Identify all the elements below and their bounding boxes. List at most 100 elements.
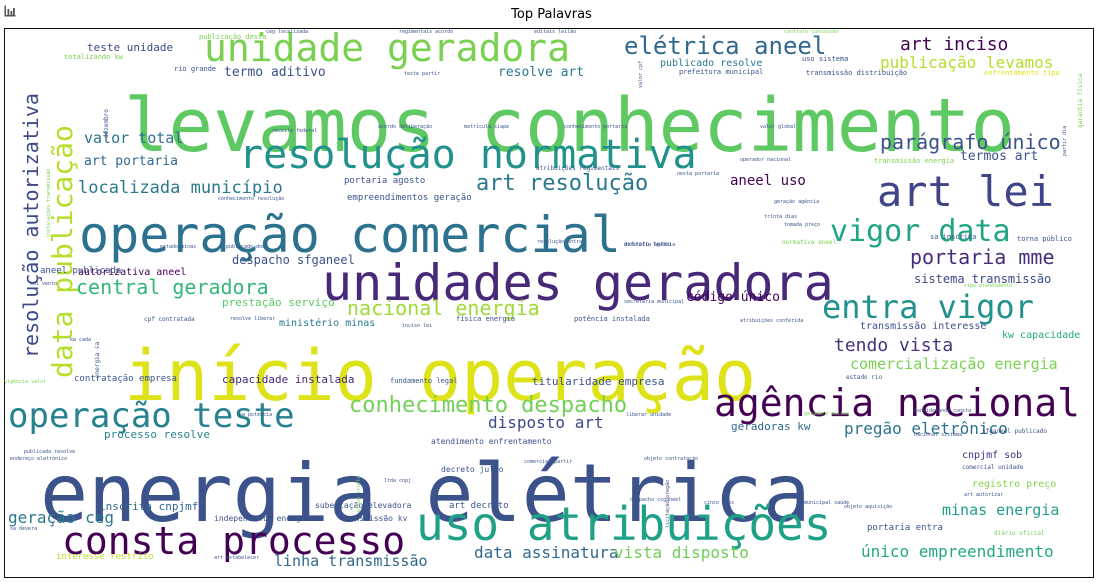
word-84: comercial unidade — [962, 464, 1024, 471]
word-28: comercialização energia — [850, 355, 1058, 373]
word-110: objeto contratação — [644, 456, 698, 462]
word-39: resolve art — [498, 65, 584, 80]
word-16: conhecimento despacho — [349, 393, 627, 418]
word-46: titularidade empresa — [532, 375, 664, 388]
word-50: prestação serviço — [222, 296, 335, 309]
word-52: teste unidade — [87, 41, 173, 54]
word-51: ministério minas — [279, 317, 375, 329]
word-69: atendimento enfrentamento — [431, 437, 552, 446]
word-75: rio grande — [174, 65, 216, 73]
word-73: transmissão distribuição — [806, 69, 907, 77]
wordcloud: levamos conhecimento energia elétrica iníc… — [4, 28, 1084, 570]
word-27: pregão eletrônico — [844, 419, 1008, 438]
word-119: trinta dias — [764, 214, 797, 220]
word-129: secretaria municipal — [624, 299, 684, 305]
chart-title: Top Palavras — [511, 7, 592, 22]
word-76: totalizando kw — [64, 53, 124, 61]
word-30: data assinatura — [474, 543, 619, 562]
word-40: art portaria — [84, 154, 178, 169]
word-2: início operação — [124, 335, 756, 417]
word-29: geração ceg — [8, 508, 114, 527]
word-17: resolução autorizativa — [19, 93, 43, 358]
word-15: elétrica aneel — [624, 32, 826, 60]
word-104: editais leilão — [534, 29, 576, 35]
bar-chart-icon[interactable] — [4, 5, 16, 17]
word-117: municipal saúde — [804, 499, 849, 506]
word-38: termo aditivo — [224, 65, 326, 80]
word-21: portaria mme — [910, 245, 1055, 269]
word-34: linha transmissão — [274, 552, 428, 570]
word-13: entra vigor — [822, 288, 1034, 326]
word-41: termos art — [960, 149, 1038, 164]
word-97: valor global — [760, 124, 796, 130]
word-116: cinco anos — [704, 500, 734, 506]
word-136: tomada preço — [784, 222, 820, 228]
word-135: cipo atendimento — [964, 283, 1012, 289]
word-19: art resolução — [476, 171, 648, 196]
word-64: interesse restrito — [56, 552, 154, 562]
word-20: central geradora — [76, 275, 269, 299]
word-63: contratação empresa — [74, 374, 177, 384]
word-88: cpf contratada — [144, 316, 195, 323]
word-92: garantia física — [1077, 73, 1084, 128]
word-123: vigência valor — [4, 378, 46, 385]
word-9: agência nacional — [714, 381, 1080, 425]
word-115: ltda cnpj — [384, 478, 411, 484]
word-70: decreto julho — [441, 465, 504, 474]
word-105: conhecimento resolução — [218, 196, 284, 202]
word-132: despacho ccganeel — [630, 497, 681, 503]
word-42: código único — [686, 290, 780, 305]
word-126: publicado dou — [226, 244, 265, 250]
word-85: sfganeel publicado — [982, 428, 1047, 435]
word-1: energia elétrica — [40, 447, 811, 540]
word-53: autorizativa aneel — [78, 267, 186, 278]
word-143: objeto aquisição — [844, 504, 892, 510]
word-124: sa devera — [10, 526, 37, 532]
word-81: física energia — [456, 315, 515, 323]
word-121: partir dia — [1062, 126, 1068, 156]
word-106: publicada resolve — [24, 449, 75, 455]
word-57: transmissão interesse — [860, 321, 986, 332]
word-122: eoi vento — [30, 281, 57, 287]
word-91: atribuições regimentais — [536, 165, 619, 172]
word-139: instalações transmissão — [46, 169, 52, 238]
word-125: art estabelecer — [214, 555, 259, 561]
word-142: licitação pregão — [665, 480, 671, 528]
word-118: art autorizar — [964, 492, 1003, 498]
word-56: registro preço — [972, 479, 1056, 490]
word-14: vigor data — [830, 214, 1011, 249]
word-100: teste partir — [404, 71, 440, 77]
word-103: ceg localizada — [266, 29, 308, 35]
word-0: levamos conhecimento — [124, 83, 1015, 169]
word-71: uso sistema — [802, 55, 848, 63]
word-77: publicação desta — [199, 33, 266, 41]
word-134: operador nacional — [740, 157, 791, 163]
word-127: estado minas — [160, 244, 196, 250]
word-90: estado rio — [846, 374, 883, 381]
word-111: comercial partir — [524, 459, 572, 465]
word-18: nacional energia — [347, 296, 540, 320]
word-131: prazo trinta — [356, 476, 362, 512]
word-7: uso atribuições — [416, 497, 831, 551]
word-12: operação teste — [8, 396, 295, 436]
word-128: acordo deliberação — [378, 124, 432, 130]
word-101: contrato concessão — [784, 29, 838, 35]
word-31: vista disposto — [614, 543, 749, 562]
word-26: localizada município — [78, 178, 283, 198]
word-72: prefeitura municipal — [679, 68, 763, 76]
word-11: data publicação — [46, 125, 79, 378]
word-4: unidades geradora — [322, 254, 834, 312]
word-83: fundamento legal — [390, 377, 457, 385]
word-44: sistema transmissão — [914, 272, 1051, 286]
word-137: atribuições conferida — [740, 318, 803, 324]
word-86: diário oficial — [994, 530, 1045, 537]
word-36: valor total — [84, 129, 183, 147]
word-114: kw potência — [239, 411, 272, 418]
word-109: liberar unidade — [626, 412, 671, 418]
word-60: portaria agosto — [344, 176, 425, 186]
word-62: portaria entra — [867, 523, 943, 533]
word-138: resolve liberar — [230, 316, 275, 322]
word-59: publicado resolve — [660, 58, 762, 69]
word-66: art decreto — [449, 501, 509, 511]
word-140: geração agência — [774, 198, 819, 205]
